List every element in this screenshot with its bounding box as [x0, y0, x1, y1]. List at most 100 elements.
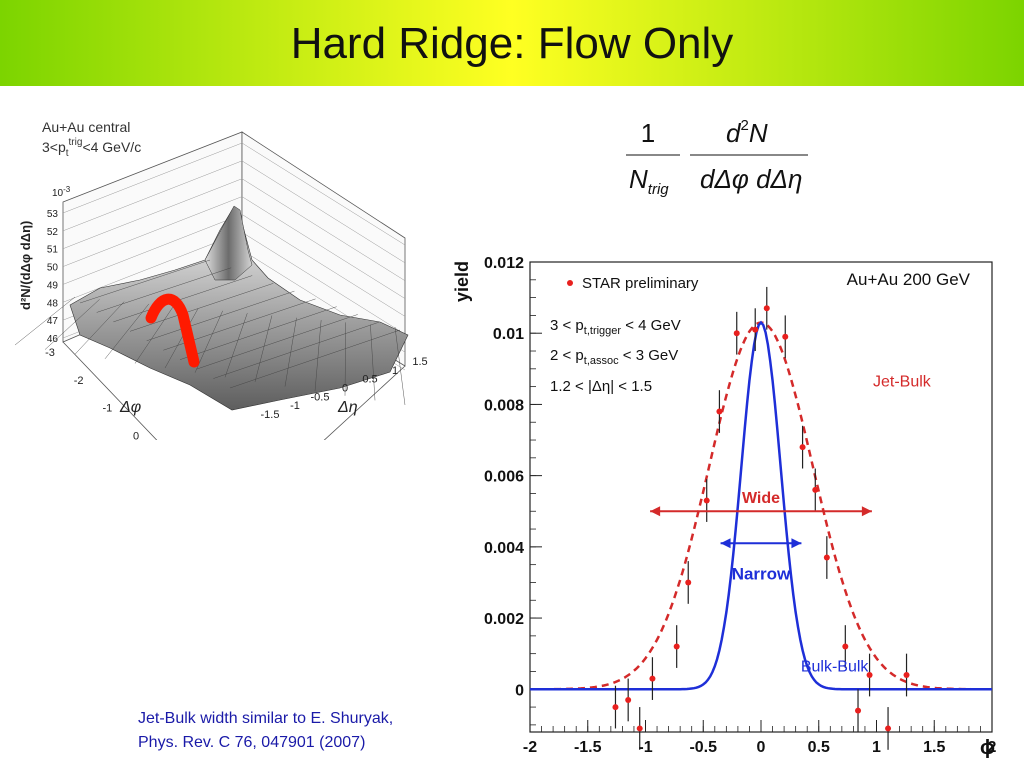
narrow-label: Narrow	[732, 564, 791, 583]
lego-mesh-line	[129, 283, 274, 332]
y-tick-label: 0.006	[484, 469, 524, 486]
citation-line1: Jet-Bulk width similar to E. Shuryak,	[138, 710, 394, 727]
data-point	[752, 326, 759, 333]
x-tick-label: -2	[523, 739, 537, 756]
lego-gridline	[62, 160, 243, 232]
y-tick-label: 0.01	[493, 326, 524, 343]
lego-z-tick-label: 50	[47, 263, 59, 274]
lego-surface-mesh	[14, 259, 406, 406]
wide-arrowhead-right	[861, 506, 872, 517]
data-point	[612, 704, 619, 711]
x-tick-label: 0	[757, 739, 766, 756]
x-tick-label: 1	[872, 739, 881, 756]
system-label: Au+Au 200 GeV	[847, 270, 971, 289]
data-point	[625, 696, 632, 703]
fit-curves	[529, 320, 993, 691]
x-tick-label: 2	[988, 739, 997, 756]
lego-gridline	[241, 178, 406, 281]
lego-eta-tick-label: 0.5	[362, 374, 377, 386]
wide-arrowhead-left	[650, 506, 661, 517]
formula-num1: 1	[641, 118, 655, 148]
curve-bulk-bulk	[530, 320, 992, 691]
x-tick-label: -0.5	[689, 739, 717, 756]
y-tick-label: 0.002	[484, 611, 524, 628]
lego-mesh-line	[113, 275, 253, 323]
wide-label: Wide	[742, 490, 780, 507]
cut-labels: 3 < pt,trigger < 4 GeV 2 < pt,assoc < 3 …	[550, 317, 681, 395]
lego-mesh-line	[370, 324, 376, 401]
citation-line2: Phys. Rev. C 76, 047901 (2007)	[138, 734, 366, 751]
jet-bulk-label: Jet-Bulk	[873, 374, 932, 391]
lego-z-tick-label: 51	[47, 245, 59, 256]
lego-z-tick-label: 53	[47, 209, 59, 220]
lego-eta-tick-label: 1	[392, 365, 398, 377]
formula-den2: dΔφ dΔη	[700, 164, 802, 194]
lego-eta-tick-label: 0	[342, 383, 348, 395]
lego-eta-tick-label: -1	[290, 400, 300, 412]
lego-mesh-line	[164, 308, 199, 369]
lego-mesh-line	[74, 301, 125, 355]
lego-gridline	[241, 214, 406, 317]
data-point	[649, 675, 656, 682]
title-banner	[0, 0, 1024, 86]
lego-eta-ticks: -1.5 -1 -0.5 0 0.5 1 1.5	[261, 356, 428, 421]
width-annotations: Wide Narrow Jet-Bulk Bulk-Bulk	[650, 374, 932, 675]
cut-deta: 1.2 < |Δη| < 1.5	[550, 378, 652, 395]
lego-mesh-line	[344, 322, 346, 396]
data-points	[612, 286, 910, 750]
lego-gridline	[62, 196, 243, 267]
lego-eta-axis-label: Δη	[337, 399, 358, 416]
data-point	[866, 672, 873, 679]
lego-gridline	[62, 142, 243, 214]
lego-eta-axis	[323, 365, 406, 440]
data-point	[685, 579, 692, 586]
lego-header: Au+Au central 3<pttrig<4 GeV/c	[42, 119, 141, 159]
plot-frame	[529, 261, 993, 733]
y-tick-label: 0.008	[484, 397, 524, 414]
lego-phi-ticks: -3-2-10123	[45, 347, 139, 441]
lego-phi-axis	[62, 341, 158, 440]
data-point	[782, 333, 789, 340]
lego-ridge-highlight	[145, 293, 200, 368]
data-point	[885, 725, 892, 732]
lego-phi-tick-label: 0	[133, 431, 139, 441]
y-axis-label: yield	[452, 261, 472, 302]
lego-mesh-line	[44, 299, 100, 350]
bulk-bulk-label: Bulk-Bulk	[801, 658, 870, 675]
data-point	[763, 305, 770, 312]
legend-marker	[567, 280, 573, 286]
x-axis: -2 -1.5 -1 -0.5 0 0.5 1 1.5 2	[523, 720, 997, 756]
lego-gridline	[62, 232, 243, 303]
x-tick-label: 0.5	[808, 739, 830, 756]
lego-surface	[14, 205, 409, 411]
citation: Jet-Bulk width similar to E. Shuryak, Ph…	[138, 707, 468, 755]
x-tick-label: -1.5	[574, 739, 602, 756]
lego-gridline	[241, 160, 406, 264]
lego-mesh-line	[213, 322, 379, 379]
x-tick-label: -1	[638, 739, 652, 756]
lego-phi-axis-label: Δφ	[119, 399, 141, 416]
lego-mesh-line	[179, 306, 337, 360]
y-tick-label: 0.012	[484, 255, 524, 272]
lego-gridline	[241, 232, 406, 335]
lego-phi-tick-label: -1	[102, 403, 112, 415]
lego-eta-tick-label: -0.5	[311, 391, 330, 403]
lego-z-tick-label: 49	[47, 280, 59, 291]
lego-header-line1: Au+Au central	[42, 119, 130, 135]
cut-assoc: 2 < pt,assoc < 3 GeV	[550, 347, 678, 367]
data-point	[733, 330, 740, 337]
lego-gridline	[62, 178, 243, 249]
lego-mesh-line	[194, 310, 223, 373]
narrow-arrowhead-left	[720, 538, 731, 549]
data-point	[812, 486, 819, 493]
lego-phi-tick-label: -3	[45, 347, 55, 359]
lego-z-scale: 10-3	[52, 185, 71, 199]
lego-z-tick-label: 48	[47, 298, 59, 309]
lego-mesh-line	[224, 313, 248, 378]
data-point	[799, 444, 806, 451]
data-point	[673, 643, 680, 650]
data-point	[842, 643, 849, 650]
lego-eta-tick-label: -1.5	[261, 409, 280, 421]
narrow-arrowhead-right	[791, 538, 802, 549]
